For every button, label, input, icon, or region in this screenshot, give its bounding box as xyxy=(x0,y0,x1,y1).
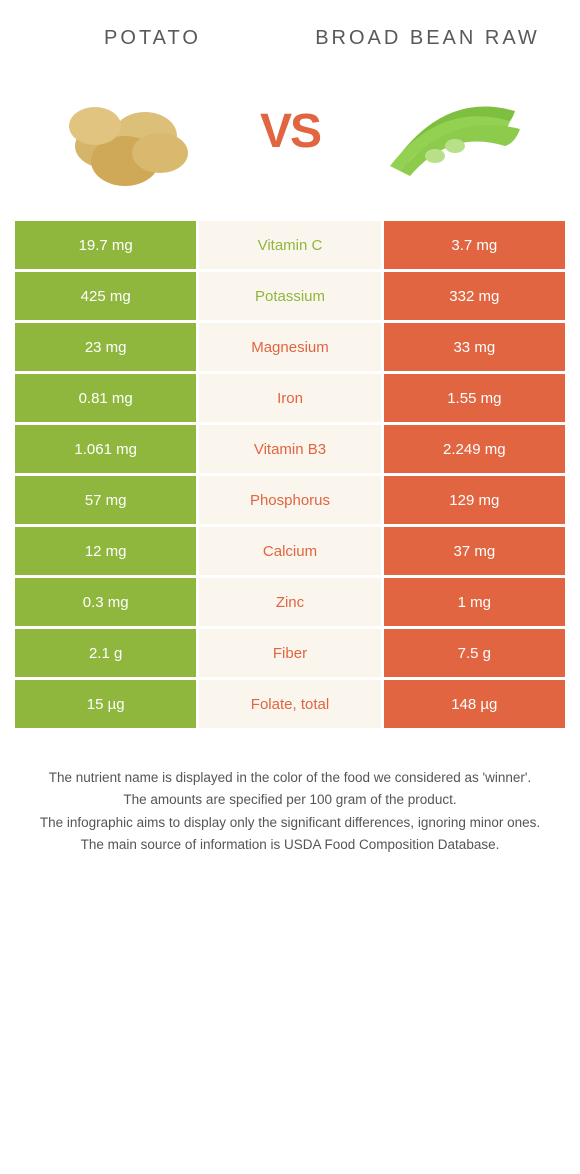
footer-line: The nutrient name is displayed in the co… xyxy=(35,768,545,788)
table-row: 23 mgMagnesium33 mg xyxy=(15,323,565,371)
nutrient-label-cell: Fiber xyxy=(199,629,380,677)
right-value-cell: 7.5 g xyxy=(384,629,565,677)
nutrient-label-cell: Potassium xyxy=(199,272,380,320)
left-value-cell: 425 mg xyxy=(15,272,196,320)
right-value-cell: 33 mg xyxy=(384,323,565,371)
table-row: 12 mgCalcium37 mg xyxy=(15,527,565,575)
left-value-cell: 0.3 mg xyxy=(15,578,196,626)
images-row: VS xyxy=(15,71,565,191)
table-row: 2.1 gFiber7.5 g xyxy=(15,629,565,677)
left-value-cell: 15 µg xyxy=(15,680,196,728)
left-value-cell: 19.7 mg xyxy=(15,221,196,269)
right-value-cell: 1 mg xyxy=(384,578,565,626)
left-value-cell: 0.81 mg xyxy=(15,374,196,422)
nutrient-label-cell: Vitamin C xyxy=(199,221,380,269)
table-row: 0.81 mgIron1.55 mg xyxy=(15,374,565,422)
right-value-cell: 1.55 mg xyxy=(384,374,565,422)
left-food-title: POTATO xyxy=(15,25,290,51)
nutrient-label-cell: Iron xyxy=(199,374,380,422)
right-value-cell: 2.249 mg xyxy=(384,425,565,473)
potato-image xyxy=(55,71,205,191)
left-value-cell: 23 mg xyxy=(15,323,196,371)
nutrient-table: 19.7 mgVitamin C3.7 mg425 mgPotassium332… xyxy=(15,221,565,728)
table-row: 425 mgPotassium332 mg xyxy=(15,272,565,320)
left-value-cell: 1.061 mg xyxy=(15,425,196,473)
table-row: 19.7 mgVitamin C3.7 mg xyxy=(15,221,565,269)
nutrient-label-cell: Magnesium xyxy=(199,323,380,371)
vs-label: VS xyxy=(260,104,320,159)
nutrient-label-cell: Zinc xyxy=(199,578,380,626)
table-row: 0.3 mgZinc1 mg xyxy=(15,578,565,626)
nutrient-label-cell: Phosphorus xyxy=(199,476,380,524)
right-value-cell: 37 mg xyxy=(384,527,565,575)
table-row: 15 µgFolate, total148 µg xyxy=(15,680,565,728)
left-value-cell: 57 mg xyxy=(15,476,196,524)
right-value-cell: 148 µg xyxy=(384,680,565,728)
footer-line: The amounts are specified per 100 gram o… xyxy=(35,790,545,810)
table-row: 57 mgPhosphorus129 mg xyxy=(15,476,565,524)
table-row: 1.061 mgVitamin B32.249 mg xyxy=(15,425,565,473)
left-value-cell: 12 mg xyxy=(15,527,196,575)
right-food-title: BROAD BEAN RAW xyxy=(290,25,565,51)
footer-notes: The nutrient name is displayed in the co… xyxy=(15,768,565,855)
broad-bean-image xyxy=(375,71,525,191)
header: POTATO BROAD BEAN RAW xyxy=(15,25,565,51)
right-value-cell: 332 mg xyxy=(384,272,565,320)
footer-line: The infographic aims to display only the… xyxy=(35,813,545,833)
nutrient-label-cell: Calcium xyxy=(199,527,380,575)
nutrient-label-cell: Vitamin B3 xyxy=(199,425,380,473)
right-value-cell: 3.7 mg xyxy=(384,221,565,269)
nutrient-label-cell: Folate, total xyxy=(199,680,380,728)
left-value-cell: 2.1 g xyxy=(15,629,196,677)
footer-line: The main source of information is USDA F… xyxy=(35,835,545,855)
right-value-cell: 129 mg xyxy=(384,476,565,524)
